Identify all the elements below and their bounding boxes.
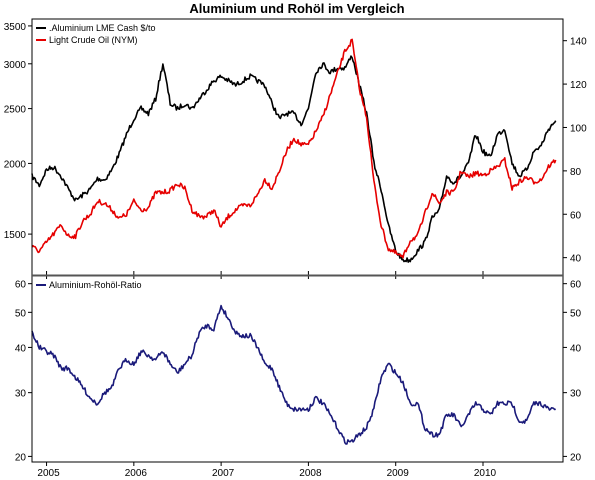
legend-label: Aluminium-Rohöl-Ratio	[49, 280, 142, 290]
right-tick-label: 60	[570, 280, 582, 291]
left-tick-label: 3000	[4, 60, 27, 71]
right-tick-label: 140	[570, 37, 587, 48]
x-tick-label: 2009	[387, 468, 410, 479]
x-tick-label: 2007	[212, 468, 235, 479]
right-tick-label: 20	[570, 452, 582, 463]
left-tick-label: 20	[15, 452, 27, 463]
right-tick-label: 100	[570, 123, 587, 134]
left-tick-label: 40	[15, 343, 27, 354]
legend: Aluminium-Rohöl-Ratio	[36, 280, 142, 290]
right-tick-label: 40	[570, 254, 582, 265]
bottom-panel: 20 30 40 50 60 20 30 40 50 60 Aluminium-Rohöl-Rati…	[15, 280, 582, 464]
series-line-crude-oil	[31, 38, 557, 259]
left-tick-label: 60	[15, 280, 27, 291]
series-line-ratio	[31, 304, 556, 445]
right-tick-label: 80	[570, 167, 582, 178]
series-line-aluminium	[31, 55, 557, 263]
right-tick-label: 40	[570, 343, 582, 354]
top-panel: 1500 2000 2500 3000 3500 40 60 80 100 120 140 .Alum…	[4, 22, 587, 265]
left-tick-label: 30	[15, 389, 27, 400]
right-tick-label: 30	[570, 389, 582, 400]
left-tick-label: 50	[15, 308, 27, 319]
legend: .Aluminium LME Cash $/to Light Crude Oil …	[36, 23, 156, 45]
legend-label: Light Crude Oil (NYM)	[49, 35, 138, 45]
left-tick-label: 2000	[4, 159, 27, 170]
left-tick-label: 3500	[4, 22, 27, 33]
plot-frame	[31, 18, 564, 463]
x-tick-label: 2005	[37, 468, 60, 479]
chart-title: Aluminium und Rohöl im Vergleich	[189, 1, 404, 16]
x-tick-label: 2006	[125, 468, 148, 479]
right-tick-label: 50	[570, 308, 582, 319]
left-tick-label: 2500	[4, 105, 27, 116]
x-tick-label: 2010	[474, 468, 497, 479]
right-tick-label: 60	[570, 210, 582, 221]
left-tick-label: 1500	[4, 230, 27, 241]
x-tick-label: 2008	[299, 468, 322, 479]
right-tick-label: 120	[570, 80, 587, 91]
legend-label: .Aluminium LME Cash $/to	[49, 23, 156, 33]
